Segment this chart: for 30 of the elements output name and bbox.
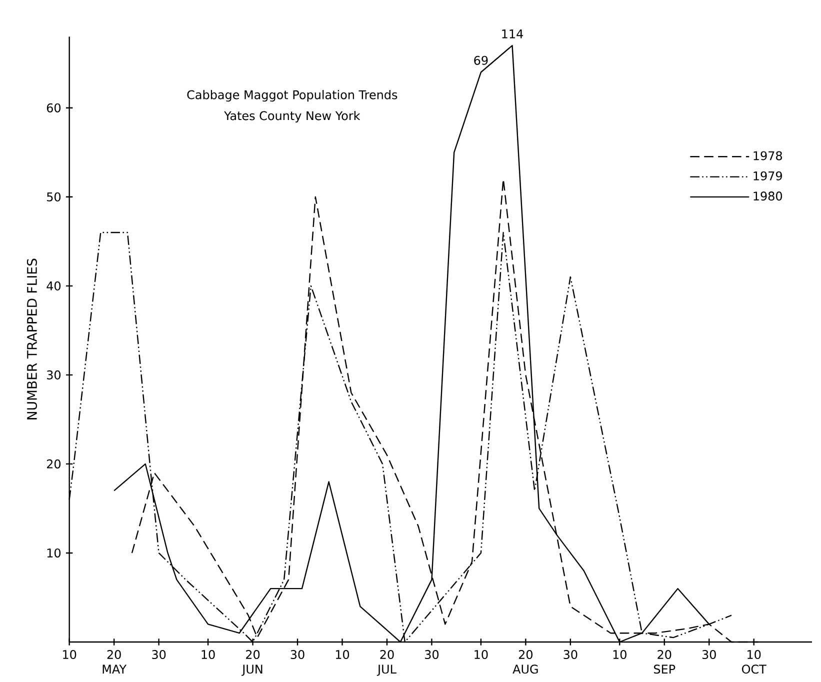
x-tick-label: 30 — [702, 650, 716, 660]
annotation: 114 — [502, 30, 523, 38]
y-tick-label: 60 — [46, 103, 61, 112]
annotation: 69 — [474, 56, 488, 65]
x-tick-label: 20 MAY — [102, 650, 127, 674]
legend-label: 1979 — [754, 171, 782, 180]
y-axis-title: NUMBER TRAPPED FLIES — [26, 258, 37, 420]
y-tick-label: 30 — [47, 370, 61, 380]
x-tick-label: 10 — [613, 650, 626, 660]
x-tick-label: 20 JUN — [242, 650, 262, 676]
x-tick-label: 30 — [290, 650, 304, 660]
x-tick-label: 30 — [425, 650, 439, 660]
y-tick-label: 10 — [47, 548, 61, 558]
text: Yates County New York — [224, 110, 360, 123]
y-tick-label: 40 — [46, 281, 61, 290]
y-tick-label: 20 — [46, 459, 61, 468]
legend-label: 1978 — [754, 151, 782, 160]
x-tick-label: 20 SEP — [654, 650, 676, 674]
x-tick-label: 30 — [564, 650, 578, 660]
x-tick-label: 30 — [152, 650, 166, 660]
x-tick-label: 10 — [474, 650, 488, 660]
y-tick-label: 50 — [47, 192, 61, 202]
x-tick-label: 20 AUG — [512, 650, 538, 674]
x-tick-label: 10 — [63, 650, 76, 660]
x-tick-label: 10 — [202, 650, 215, 660]
x-tick-label: 10 OCT — [742, 650, 766, 674]
x-tick-label: 20 JUL — [376, 650, 396, 676]
legend-label: 1980 — [754, 192, 782, 201]
x-tick-label: 10 — [336, 650, 350, 660]
text: Cabbage Maggot Population Trends — [187, 90, 398, 102]
